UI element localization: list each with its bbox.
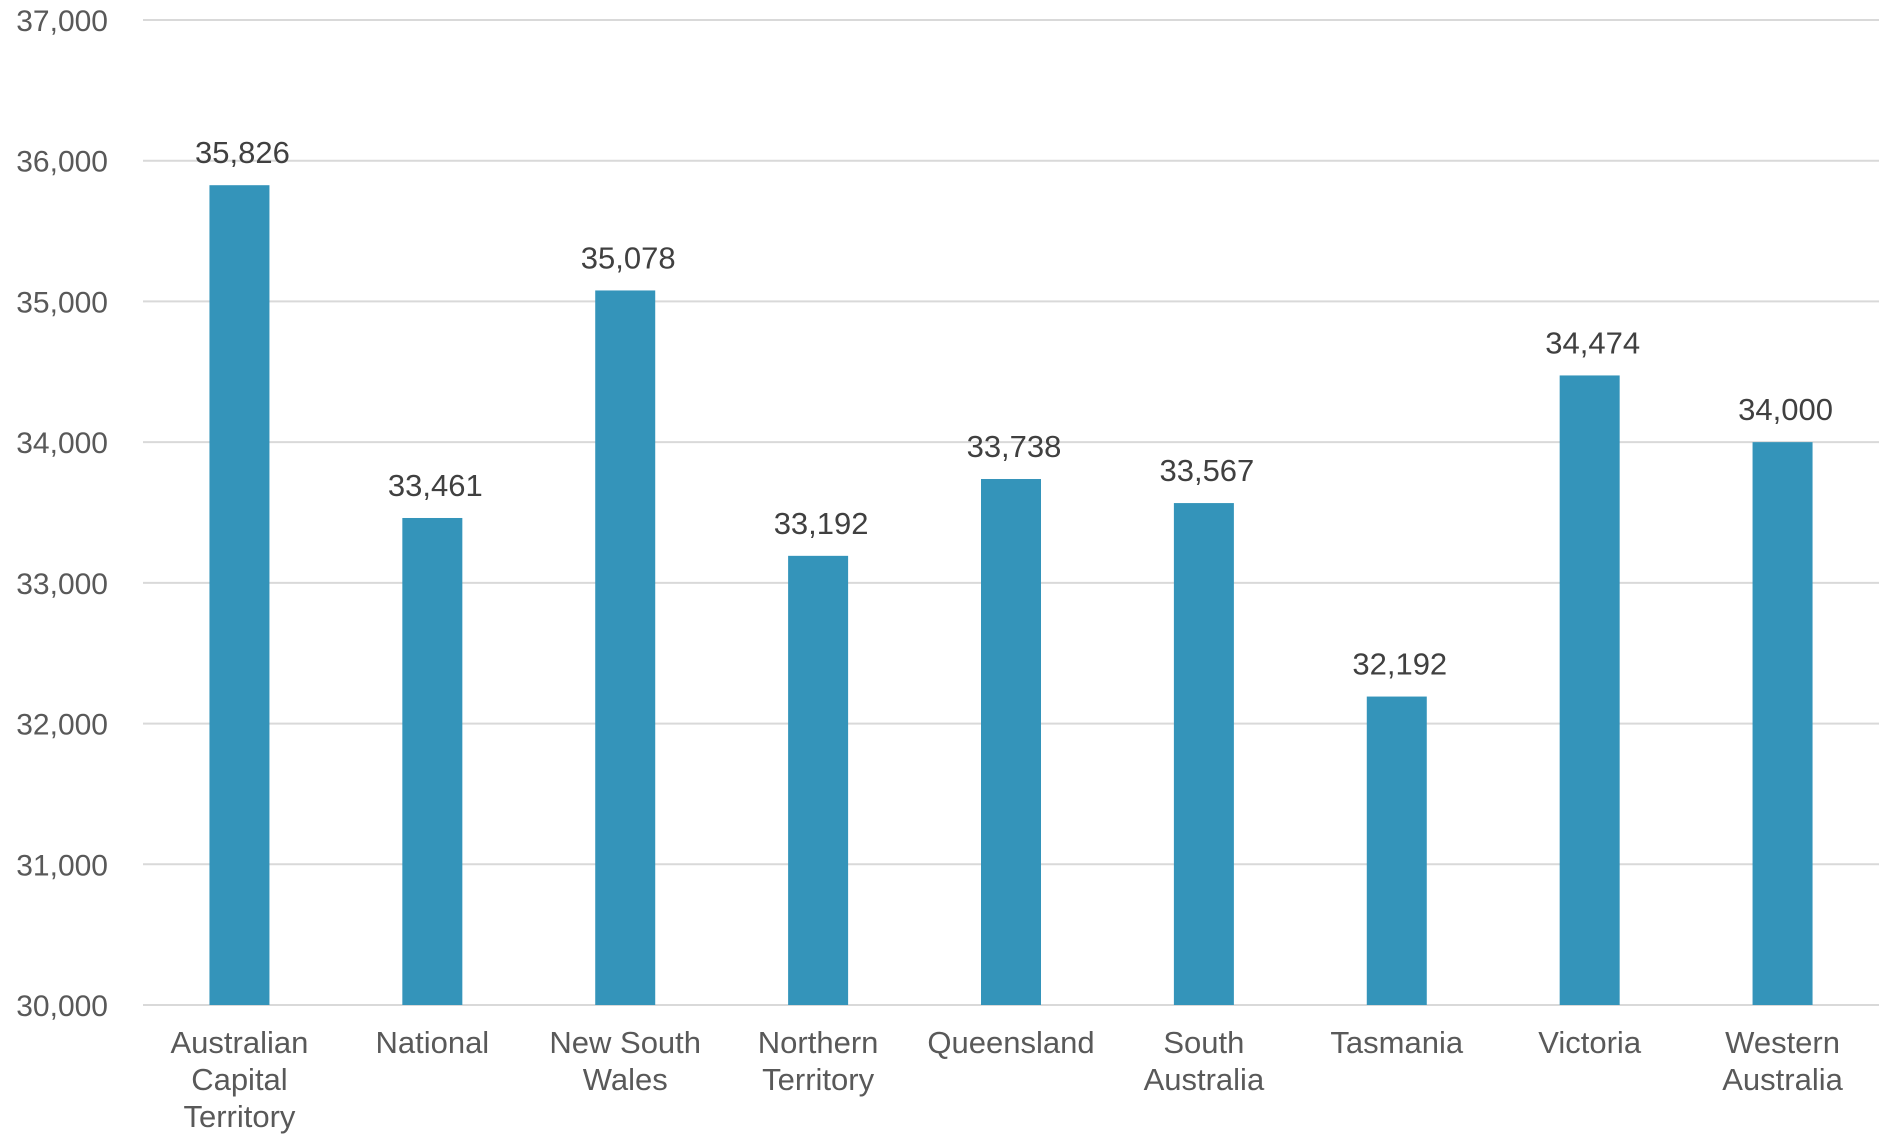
x-category-label: South Australia — [1144, 1025, 1265, 1097]
y-tick-label: 35,000 — [16, 286, 108, 319]
x-category-label: Western Australia — [1722, 1025, 1843, 1097]
data-label: 33,567 — [1159, 453, 1254, 488]
data-label: 35,826 — [195, 135, 290, 170]
bars — [209, 185, 1813, 1006]
x-category-label: Australian Capital Territory — [171, 1025, 309, 1134]
y-tick-label: 33,000 — [16, 568, 108, 601]
bar — [595, 290, 656, 1005]
y-tick-label: 30,000 — [16, 990, 108, 1023]
data-labels: 35,826 33,461 35,078 33,192 33,738 33,567 32,1… — [195, 135, 1833, 681]
data-label: 34,000 — [1738, 392, 1833, 427]
y-tick-label: 31,000 — [16, 849, 108, 882]
x-category-label: Victoria — [1538, 1025, 1642, 1060]
y-axis-tick-labels: 30,000 31,000 32,000 33,000 34,000 35,000 36,0… — [16, 5, 108, 1023]
y-tick-label: 37,000 — [16, 5, 108, 38]
bar — [1173, 503, 1234, 1005]
y-tick-label: 32,000 — [16, 709, 108, 742]
bar — [402, 517, 463, 1005]
x-axis-category-labels: Australian Capital Territory National New So… — [171, 1025, 1844, 1134]
x-category-label: New South Wales — [549, 1025, 701, 1097]
x-category-label: Queensland — [927, 1025, 1094, 1060]
data-label: 35,078 — [581, 240, 676, 275]
bar — [788, 555, 849, 1005]
bar — [1366, 696, 1427, 1005]
data-label: 33,738 — [967, 429, 1062, 464]
bar — [981, 479, 1041, 1005]
bar — [1559, 375, 1620, 1005]
bar — [209, 185, 270, 1005]
data-label: 33,461 — [388, 468, 483, 503]
x-category-label: National — [375, 1025, 489, 1060]
data-label: 34,474 — [1545, 325, 1640, 360]
x-category-label: Northern Territory — [758, 1025, 879, 1097]
y-tick-label: 36,000 — [16, 146, 108, 179]
data-label: 32,192 — [1352, 647, 1447, 682]
bar — [1752, 442, 1813, 1006]
y-tick-label: 34,000 — [16, 427, 108, 460]
x-category-label: Tasmania — [1330, 1025, 1463, 1060]
data-label: 33,192 — [774, 506, 869, 541]
